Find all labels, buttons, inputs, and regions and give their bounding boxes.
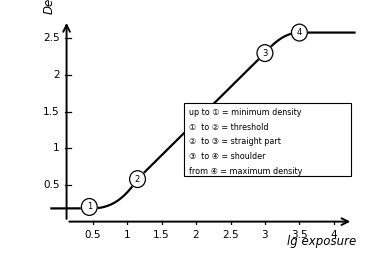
Text: 0.5: 0.5 [85,230,101,240]
Circle shape [130,171,145,188]
Text: 2.5: 2.5 [222,230,239,240]
Text: from ④ = maximum density: from ④ = maximum density [189,167,303,176]
Text: 3: 3 [262,230,268,240]
Text: 2: 2 [135,175,140,184]
Text: 4: 4 [297,28,302,37]
Text: 3.5: 3.5 [291,230,308,240]
Text: 1: 1 [87,202,92,211]
Text: 3: 3 [262,49,268,58]
Text: Density: Density [43,0,56,14]
Text: 1: 1 [53,143,60,153]
Bar [184,103,351,176]
Text: ③  to ④ = shoulder: ③ to ④ = shoulder [189,152,266,161]
Text: 1.5: 1.5 [43,107,60,117]
Circle shape [292,24,307,41]
Circle shape [82,199,97,215]
Text: ①  to ② = threshold: ① to ② = threshold [189,123,269,132]
Text: up to ① = minimum density: up to ① = minimum density [189,108,302,117]
Text: 1: 1 [124,230,131,240]
Text: ②  to ③ = straight part: ② to ③ = straight part [189,137,281,146]
Text: 4: 4 [331,230,337,240]
Text: 2: 2 [193,230,199,240]
Circle shape [257,45,273,61]
Text: 0.5: 0.5 [43,180,60,190]
Text: 1.5: 1.5 [153,230,170,240]
Text: lg exposure: lg exposure [287,235,356,248]
Text: 2: 2 [53,70,60,80]
Text: 2.5: 2.5 [43,34,60,44]
